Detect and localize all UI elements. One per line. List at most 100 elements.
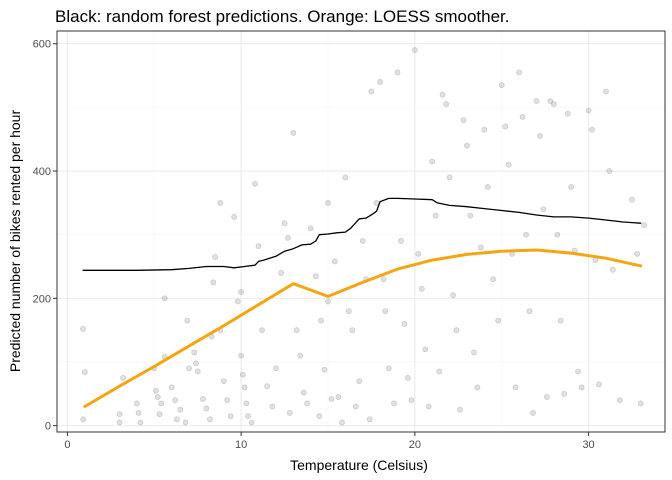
y-axis-title: Predicted number of bikes rented per hou…	[7, 110, 23, 373]
data-point	[349, 327, 356, 334]
data-point	[307, 225, 314, 232]
data-point	[133, 400, 140, 407]
data-point	[177, 406, 184, 413]
data-point	[540, 206, 547, 213]
data-point	[589, 126, 595, 133]
data-point	[394, 69, 401, 76]
random-forest-line	[82, 197, 642, 271]
data-point	[450, 292, 456, 299]
data-point	[238, 289, 244, 295]
data-point	[425, 403, 432, 410]
data-point	[345, 308, 352, 314]
loess-smoother-line	[83, 248, 643, 408]
data-point	[457, 406, 463, 413]
data-point	[526, 308, 533, 314]
data-point	[220, 378, 227, 384]
data-point	[523, 231, 529, 238]
data-point	[116, 419, 123, 426]
data-point	[224, 397, 231, 404]
data-point	[568, 183, 575, 190]
data-point	[227, 413, 234, 419]
data-point	[245, 413, 251, 419]
data-point	[377, 79, 383, 85]
data-point	[241, 384, 248, 391]
data-point	[335, 394, 342, 400]
data-point	[537, 133, 543, 139]
data-point	[259, 327, 265, 334]
data-point	[610, 266, 616, 273]
data-point	[352, 403, 359, 410]
data-point	[502, 123, 509, 130]
data-point	[281, 220, 288, 227]
data-point	[338, 419, 345, 426]
data-point	[585, 107, 592, 114]
data-point	[342, 174, 349, 181]
data-point	[356, 378, 363, 384]
data-point	[359, 238, 366, 244]
data-point	[217, 199, 224, 206]
data-point	[477, 244, 484, 251]
data-point	[285, 234, 291, 241]
y-tick-label: 600	[33, 39, 51, 51]
data-point	[252, 180, 258, 187]
data-point	[481, 126, 488, 133]
data-point	[554, 231, 561, 238]
data-point	[272, 365, 279, 372]
data-point	[210, 279, 217, 286]
x-tick-label: 10	[235, 439, 247, 451]
data-point	[398, 238, 404, 244]
data-point	[380, 276, 387, 283]
data-point	[203, 405, 210, 412]
data-point	[530, 409, 536, 416]
data-point	[512, 384, 519, 391]
data-point	[278, 269, 284, 276]
data-point	[432, 212, 439, 219]
data-point	[596, 381, 602, 388]
y-tick-label: 0	[45, 421, 51, 433]
data-point	[81, 369, 88, 376]
data-point	[231, 213, 238, 220]
data-point	[474, 384, 481, 391]
data-point	[297, 352, 304, 359]
data-point	[519, 114, 526, 120]
data-point	[172, 397, 178, 404]
data-point	[243, 400, 250, 407]
data-point	[411, 47, 418, 53]
data-point	[325, 199, 331, 206]
data-point	[629, 196, 635, 203]
data-point	[290, 129, 297, 136]
data-point	[385, 365, 392, 372]
data-point	[168, 384, 175, 391]
x-tick-label: 30	[582, 439, 594, 451]
data-point	[248, 419, 255, 426]
data-point	[391, 400, 397, 407]
data-point	[238, 352, 244, 359]
panel-border	[56, 30, 666, 433]
data-point	[212, 254, 218, 260]
data-point	[470, 349, 477, 356]
data-point	[206, 416, 213, 423]
data-point	[158, 400, 165, 407]
data-point	[186, 365, 192, 372]
data-point	[446, 174, 453, 181]
data-point	[495, 317, 502, 324]
data-point	[561, 390, 568, 397]
data-point	[321, 366, 328, 373]
data-point	[161, 295, 168, 302]
data-point	[505, 161, 512, 168]
data-point	[312, 273, 319, 279]
data-point	[239, 371, 246, 378]
data-point	[443, 101, 449, 108]
data-point	[255, 243, 262, 249]
y-tick-label: 200	[33, 293, 51, 305]
data-point	[234, 298, 241, 305]
data-point	[154, 394, 161, 400]
data-point	[616, 397, 623, 404]
data-point	[173, 416, 180, 423]
data-point	[404, 374, 411, 381]
data-point	[80, 416, 86, 423]
data-point	[382, 308, 389, 314]
data-point	[193, 360, 199, 367]
plot-panel	[57, 31, 665, 432]
